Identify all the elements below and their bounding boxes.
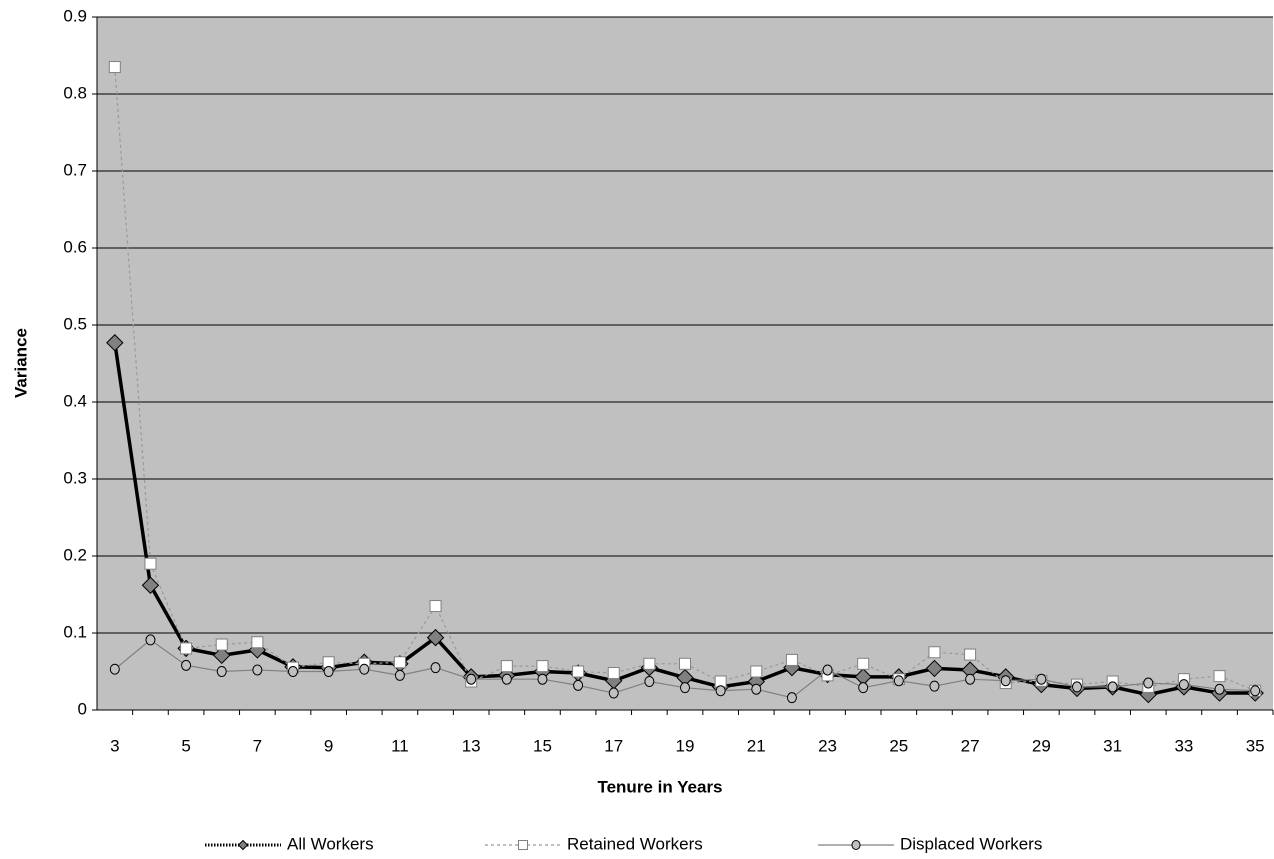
marker: [145, 634, 156, 646]
marker: [430, 662, 441, 674]
marker: [893, 675, 904, 687]
marker: [213, 646, 231, 665]
marker: [643, 657, 656, 670]
x-tick-label: 23: [818, 736, 837, 755]
marker: [288, 666, 298, 677]
marker: [964, 648, 977, 661]
marker: [679, 657, 691, 670]
x-tick-label: 27: [961, 736, 980, 755]
marker: [108, 61, 121, 74]
marker: [215, 638, 228, 651]
marker: [715, 685, 726, 697]
marker: [644, 676, 655, 688]
legend-marker: [851, 840, 861, 850]
marker: [751, 683, 762, 695]
marker: [500, 660, 513, 673]
marker: [965, 673, 976, 685]
marker: [1000, 675, 1011, 687]
marker: [1072, 681, 1082, 693]
marker: [786, 692, 797, 704]
y-tick-label: 0.6: [63, 237, 87, 256]
y-axis-title: Variance: [11, 328, 30, 398]
legend-label: Displaced Workers: [900, 834, 1042, 853]
marker: [750, 665, 763, 678]
y-tick-label: 0.1: [63, 622, 87, 641]
x-tick-label: 17: [604, 736, 623, 755]
marker: [141, 576, 160, 594]
marker: [607, 667, 620, 680]
y-tick-label: 0.8: [63, 83, 87, 102]
y-tick-label: 0.4: [63, 391, 87, 410]
marker: [501, 673, 512, 685]
marker: [426, 628, 445, 647]
marker: [323, 666, 334, 677]
y-tick-label: 0.3: [63, 468, 87, 487]
marker: [1250, 685, 1261, 697]
x-axis-title: Tenure in Years: [597, 777, 722, 796]
marker: [572, 665, 585, 678]
y-tick-label: 0.9: [63, 6, 87, 25]
marker: [1178, 679, 1189, 691]
marker: [1143, 677, 1154, 689]
marker: [857, 657, 870, 670]
x-tick-label: 33: [1174, 736, 1193, 755]
marker: [359, 663, 370, 675]
marker: [1213, 670, 1226, 683]
x-tick-label: 31: [1103, 736, 1122, 755]
marker: [822, 664, 833, 676]
marker: [251, 636, 264, 649]
x-tick-label: 5: [181, 736, 190, 755]
legend-label: Retained Workers: [567, 834, 703, 853]
marker: [393, 656, 406, 669]
marker: [180, 642, 193, 655]
y-tick-label: 0.7: [63, 160, 87, 179]
marker: [608, 687, 619, 699]
marker: [394, 669, 405, 681]
y-tick-label: 0: [78, 699, 87, 718]
x-tick-label: 13: [462, 736, 481, 755]
legend-marker: [237, 839, 249, 851]
x-tick-label: 29: [1032, 736, 1051, 755]
marker: [929, 680, 940, 692]
marker: [216, 666, 227, 677]
series-line: [114, 67, 1256, 692]
marker: [680, 682, 690, 694]
marker: [785, 653, 798, 666]
x-tick-label: 21: [747, 736, 766, 755]
marker: [925, 659, 944, 678]
y-tick-label: 0.5: [63, 314, 87, 333]
x-tick-label: 3: [110, 736, 119, 755]
x-tick-label: 7: [253, 736, 262, 755]
legend-marker: [518, 840, 528, 850]
marker: [181, 659, 192, 671]
marker: [536, 660, 549, 673]
marker: [1214, 683, 1225, 695]
x-tick-label: 15: [533, 736, 552, 755]
y-tick-label: 0.2: [63, 545, 87, 564]
marker: [144, 557, 157, 570]
marker: [928, 646, 941, 659]
x-tick-label: 19: [676, 736, 695, 755]
marker: [466, 673, 477, 685]
plot-area: [97, 17, 1273, 710]
marker: [1036, 673, 1047, 685]
marker: [252, 664, 263, 676]
x-tick-label: 11: [391, 736, 409, 755]
marker: [1107, 681, 1118, 693]
x-tick-label: 35: [1246, 736, 1265, 755]
marker: [537, 673, 548, 685]
legend-label: All Workers: [287, 834, 374, 853]
marker: [106, 334, 124, 352]
marker: [573, 679, 584, 691]
marker: [858, 682, 869, 694]
x-tick-label: 9: [324, 736, 333, 755]
marker: [429, 600, 442, 613]
marker: [109, 663, 120, 675]
x-tick-label: 25: [889, 736, 908, 755]
